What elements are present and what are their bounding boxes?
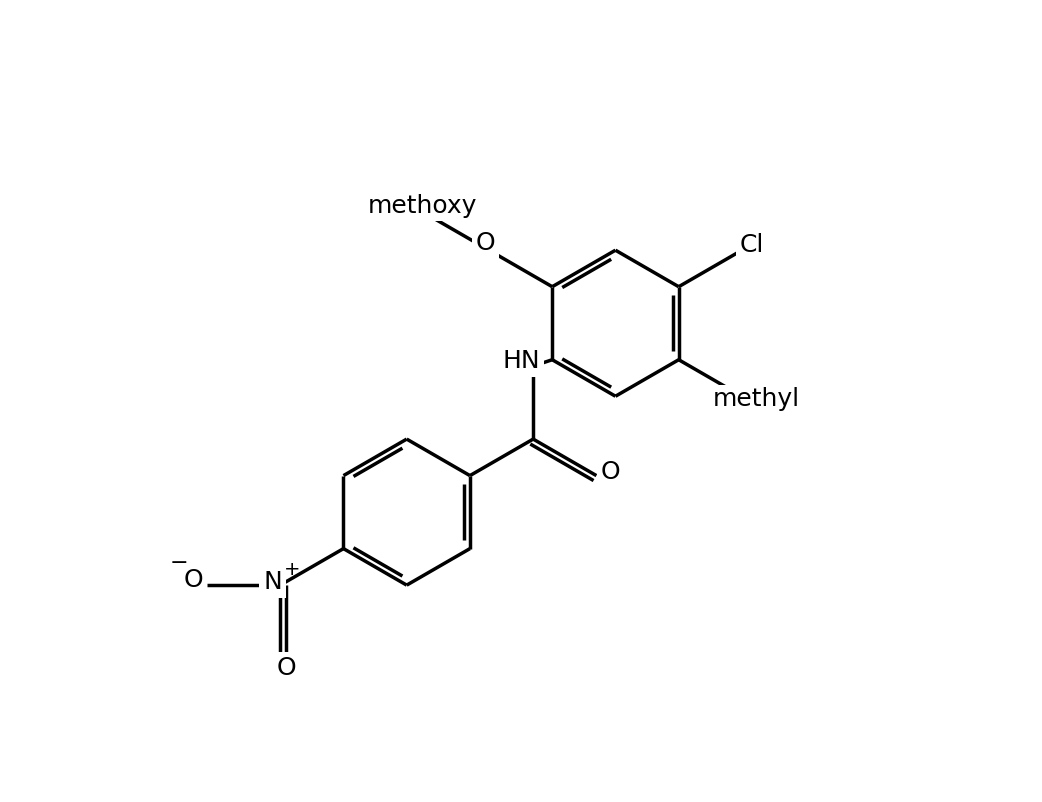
Text: O: O [183,568,203,592]
Text: −: − [170,553,188,573]
Text: +: + [283,560,300,579]
Text: Cl: Cl [739,233,764,257]
Text: HN: HN [503,349,541,373]
Text: methyl: methyl [713,387,799,411]
Text: O: O [277,656,296,679]
Text: N: N [264,570,282,594]
Text: methoxy: methoxy [368,194,477,218]
Text: O: O [476,231,496,254]
Text: O: O [600,460,620,484]
